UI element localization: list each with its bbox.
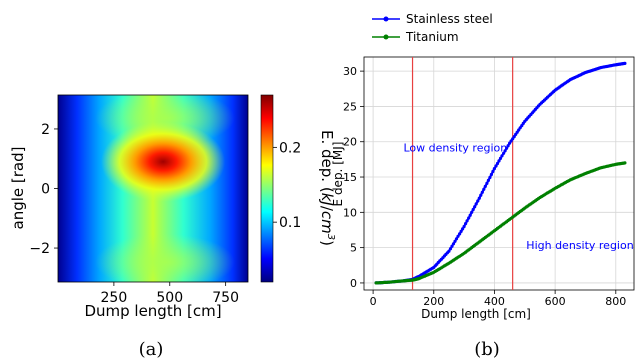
series-point: [450, 244, 454, 248]
series-point: [495, 161, 500, 166]
line-chart-grid: [364, 57, 634, 290]
colorbar-label: E. dep. (kJ/cm3): [318, 130, 336, 246]
series-point: [464, 222, 468, 226]
line-chart-y-tick-label: 25: [343, 100, 357, 113]
line-chart-x-tick-label: 400: [484, 295, 505, 308]
series-point: [456, 234, 460, 238]
series-point: [623, 61, 627, 65]
series-point: [505, 146, 509, 150]
series-point: [486, 178, 490, 182]
series-point: [470, 210, 474, 214]
line-series: [374, 61, 627, 285]
line-chart-y-tick-label: 0: [350, 277, 357, 290]
series-point: [448, 247, 453, 251]
legend: Stainless steel Titanium: [372, 12, 493, 44]
series-point: [461, 227, 465, 231]
heatmap-y-label: angle [rad]: [9, 147, 27, 230]
heatmap-x-tick-label: 250: [101, 290, 128, 306]
series-point: [489, 172, 493, 177]
region-boundaries: [411, 57, 514, 290]
line-chart-panel: 0 200 400 600 800 0 5 10 15 20 25 30 Low density r…: [331, 12, 635, 360]
series-point: [509, 139, 513, 143]
heatmap-x-ticks: 250 500 750: [101, 282, 239, 306]
series-point: [479, 193, 483, 197]
series-point: [473, 205, 477, 209]
heatmap-hotspot: [101, 121, 226, 202]
series-point: [623, 161, 627, 165]
heatmap-y-ticks: 2 0 −2: [29, 122, 58, 257]
heatmap-lower-lobe: [95, 234, 235, 282]
series-point: [476, 199, 480, 203]
heatmap-panel: 250 500 750 2 0 −2 Dump length [cm] angle [r…: [9, 94, 336, 360]
line-chart-y-ticks: 0 5 10 15 20 25 30: [343, 65, 364, 290]
series-point: [459, 229, 463, 233]
series-point: [454, 237, 459, 241]
line-chart-y-tick-label: 5: [350, 242, 357, 255]
heatmap-x-tick-label: 500: [156, 290, 183, 306]
series-point: [471, 207, 475, 212]
series-point: [483, 184, 487, 188]
legend-label: Titanium: [405, 30, 459, 44]
series-point: [491, 169, 495, 174]
heatmap-y-tick-label: −2: [29, 241, 50, 257]
colorbar-tick-label: 0.1: [279, 215, 301, 231]
heatmap-image: [58, 95, 248, 282]
series-point: [462, 224, 466, 229]
line-chart-x-tick-label: 600: [545, 295, 566, 308]
colorbar-ticks: 0.1 0.2: [273, 140, 301, 231]
series-point: [467, 216, 471, 220]
low-density-label: Low density region: [403, 142, 507, 155]
series-line: [376, 161, 626, 284]
heatmap-y-tick-label: 0: [41, 182, 50, 198]
series-point: [498, 156, 503, 160]
line-chart-x-tick-label: 0: [370, 295, 377, 308]
line-chart-y-label: E dep. [MJ]: [331, 142, 345, 207]
line-chart-x-label: Dump length [cm]: [421, 307, 531, 321]
line-chart-y-tick-label: 20: [343, 136, 357, 149]
series-point: [488, 175, 492, 180]
series-point: [482, 187, 486, 191]
series-point: [506, 144, 510, 148]
legend-label: Stainless steel: [406, 12, 493, 26]
high-density-label: High density region: [526, 239, 633, 252]
legend-marker: [383, 34, 389, 40]
heatmap-x-tick-label: 750: [212, 290, 239, 306]
heatmap-y-tick-label: 2: [41, 122, 50, 138]
series-point: [474, 202, 478, 206]
series-point: [485, 181, 489, 185]
series-point: [497, 159, 501, 163]
series-point: [477, 196, 481, 200]
legend-marker: [383, 16, 389, 22]
line-chart-y-tick-label: 10: [343, 206, 357, 219]
colorbar-tick-label: 0.2: [279, 140, 301, 156]
caption-b: (b): [474, 339, 500, 360]
series-point: [468, 213, 472, 217]
series-point: [453, 239, 457, 243]
series-point: [502, 151, 506, 155]
series-point: [480, 190, 484, 194]
line-chart-x-tick-label: 200: [423, 295, 444, 308]
series-point: [451, 242, 456, 246]
line-chart-x-ticks: 0 200 400 600 800: [370, 290, 626, 308]
line-chart-y-tick-label: 15: [343, 171, 357, 184]
series-point: [447, 249, 451, 253]
line-chart-y-tick-label: 30: [343, 65, 357, 78]
series-point: [518, 126, 522, 130]
series-point: [494, 164, 498, 168]
series-point: [500, 154, 504, 158]
series-point: [492, 167, 496, 171]
caption-a: (a): [139, 339, 164, 360]
series-point: [465, 219, 469, 223]
line-chart-x-tick-label: 800: [605, 295, 626, 308]
line-chart-frame: [363, 56, 635, 291]
colorbar: [260, 94, 274, 283]
series-point: [458, 232, 462, 236]
heatmap-x-label: Dump length [cm]: [84, 302, 221, 320]
series-point: [503, 149, 507, 153]
